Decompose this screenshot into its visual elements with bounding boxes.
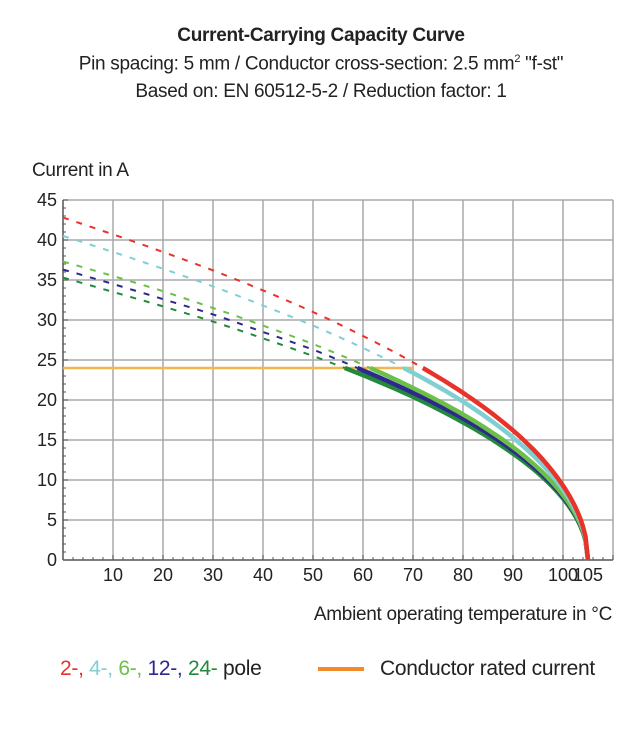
y-axis-label: Current in A: [32, 160, 129, 181]
y-tick-label: 25: [37, 350, 57, 370]
y-tick-label: 10: [37, 470, 57, 490]
y-tick-label: 20: [37, 390, 57, 410]
x-tick-label: 10: [103, 565, 123, 585]
series-2-pole-extrapolated: [62, 216, 424, 369]
y-tick-label: 35: [37, 270, 57, 290]
x-tick-label: 20: [153, 565, 173, 585]
series-6-pole-extrapolated: [62, 260, 371, 369]
legend-poles: 2-, 4-, 6-, 12-, 24- pole: [60, 657, 262, 681]
x-tick-label: 40: [253, 565, 273, 585]
y-tick-label: 5: [47, 510, 57, 530]
y-tick-label: 0: [47, 550, 57, 570]
x-tick-label: 100: [548, 565, 578, 585]
y-tick-label: 45: [37, 190, 57, 210]
x-axis-label: Ambient operating temperature in °C: [313, 604, 612, 625]
x-tick-label: 105: [573, 565, 603, 585]
y-tick-label: 40: [37, 230, 57, 250]
legend-item-2-pole: 2-,: [60, 657, 90, 680]
legend-rated-swatch: [318, 667, 364, 671]
legend-rated-label: Conductor rated current: [380, 657, 595, 680]
series-24-pole-extrapolated: [62, 276, 346, 369]
x-tick-label: 50: [303, 565, 323, 585]
x-tick-label: 80: [453, 565, 473, 585]
chart-title: Current-Carrying Capacity Curve: [177, 25, 465, 46]
x-tick-label: 70: [403, 565, 423, 585]
legend-rated-current: Conductor rated current: [318, 657, 595, 681]
x-tick-label: 30: [203, 565, 223, 585]
legend-pole-label: pole: [223, 657, 262, 680]
series-6-pole-line: [369, 365, 591, 561]
legend-item-24-pole: 24-: [188, 657, 223, 680]
legend-item-4-pole: 4-,: [89, 657, 119, 680]
series-4-pole-extrapolated: [62, 235, 405, 369]
series-2-pole-line: [420, 365, 591, 561]
chart-subtitle-1: Pin spacing: 5 mm / Conductor cross-sect…: [78, 53, 564, 75]
x-tick-label: 90: [503, 565, 523, 585]
y-tick-label: 15: [37, 430, 57, 450]
legend-item-12-pole: 12-,: [147, 657, 188, 680]
legend-item-6-pole: 6-,: [118, 657, 148, 680]
chart-subtitle-2: Based on: EN 60512-5-2 / Reduction facto…: [135, 81, 507, 102]
y-tick-label: 30: [37, 310, 57, 330]
x-tick-label: 60: [353, 565, 373, 585]
